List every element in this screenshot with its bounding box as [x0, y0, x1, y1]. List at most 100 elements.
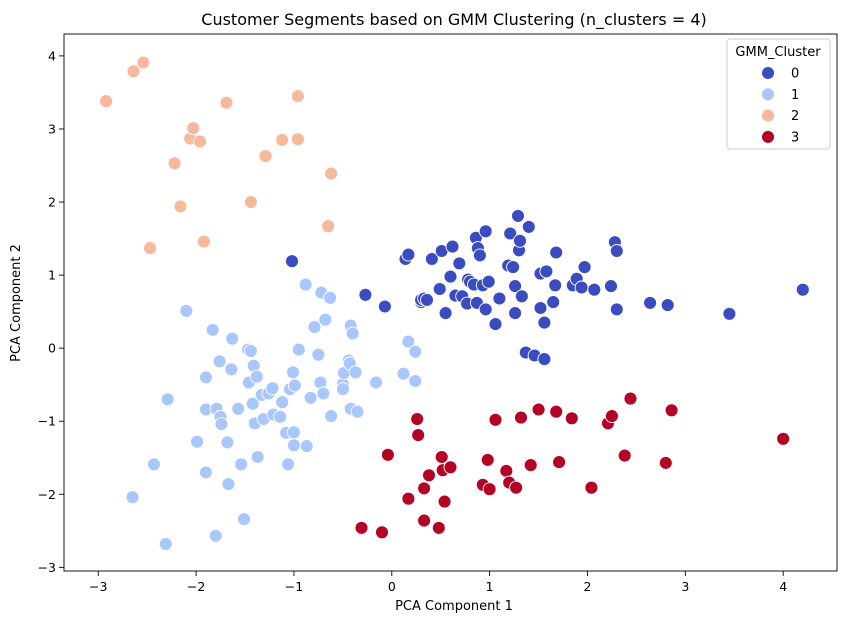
data-point-cluster-0: [401, 247, 416, 262]
data-point-cluster-1: [237, 512, 251, 527]
data-point-cluster-3: [375, 525, 389, 540]
data-point-cluster-0: [432, 282, 447, 296]
data-point-cluster-3: [552, 455, 567, 470]
legend: GMM_Cluster 0 1 2 3: [726, 38, 831, 150]
data-point-cluster-1: [396, 366, 411, 381]
legend-label: 1: [791, 88, 799, 103]
data-point-cluster-2: [275, 132, 290, 147]
data-point-cluster-2: [321, 219, 336, 234]
data-point-cluster-0: [609, 302, 624, 317]
chart-title: Customer Segments based on GMM Clusterin…: [201, 10, 706, 30]
y-tick-label: −1: [38, 414, 56, 429]
data-point-cluster-3: [401, 491, 416, 506]
legend-label: 2: [791, 109, 799, 124]
legend-box: [726, 38, 831, 150]
data-point-cluster-0: [643, 295, 658, 310]
data-point-cluster-3: [658, 455, 673, 470]
data-point-cluster-1: [287, 378, 302, 393]
data-point-cluster-3: [514, 410, 528, 425]
data-point-cluster-1: [345, 326, 360, 341]
data-point-cluster-2: [186, 121, 201, 136]
data-point-cluster-1: [208, 528, 223, 543]
data-point-cluster-3: [499, 463, 514, 478]
data-point-cluster-2: [219, 95, 234, 110]
x-tick-label: −1: [285, 579, 303, 594]
data-point-cluster-2: [196, 234, 211, 249]
data-point-cluster-0: [506, 260, 521, 275]
data-point-cluster-1: [224, 362, 239, 377]
data-point-cluster-0: [420, 292, 434, 307]
data-point-cluster-0: [508, 279, 523, 294]
data-point-cluster-3: [417, 513, 432, 528]
data-point-cluster-3: [417, 481, 432, 496]
data-point-cluster-1: [299, 439, 314, 454]
data-point-cluster-3: [549, 404, 564, 419]
y-axis-label: PCA Component 2: [9, 244, 24, 362]
data-point-cluster-3: [623, 391, 638, 406]
data-point-cluster-0: [577, 260, 592, 275]
data-point-cluster-1: [243, 344, 258, 359]
data-point-cluster-1: [311, 347, 326, 362]
data-point-cluster-1: [401, 334, 416, 349]
data-point-cluster-1: [214, 417, 229, 432]
data-point-cluster-3: [776, 431, 791, 446]
data-point-cluster-2: [167, 156, 182, 171]
data-point-cluster-0: [537, 352, 552, 367]
data-point-cluster-0: [503, 226, 518, 241]
data-point-cluster-0: [508, 306, 523, 321]
data-point-cluster-2: [173, 199, 188, 214]
y-tick-label: 4: [48, 48, 56, 63]
data-point-cluster-0: [604, 279, 618, 294]
x-tick-label: −3: [89, 579, 107, 594]
data-point-cluster-1: [250, 450, 265, 464]
legend-marker: [761, 66, 775, 80]
data-point-cluster-1: [125, 490, 140, 505]
data-point-cluster-3: [411, 428, 426, 443]
data-point-cluster-0: [358, 287, 373, 302]
data-point-cluster-1: [318, 312, 333, 327]
x-tick-label: 2: [584, 579, 592, 594]
data-point-cluster-0: [443, 269, 458, 284]
data-point-cluster-0: [438, 306, 453, 321]
data-point-cluster-0: [285, 254, 299, 269]
data-point-cluster-1: [286, 365, 300, 380]
data-point-cluster-1: [190, 434, 205, 449]
legend-label: 0: [791, 67, 799, 82]
data-point-cluster-1: [225, 331, 240, 346]
data-point-cluster-0: [546, 295, 561, 310]
data-point-cluster-0: [533, 301, 548, 315]
data-point-cluster-0: [478, 224, 493, 239]
data-point-cluster-3: [422, 468, 436, 483]
data-point-cluster-1: [291, 342, 306, 357]
data-point-cluster-1: [160, 392, 175, 407]
data-point-cluster-3: [584, 480, 599, 495]
data-point-cluster-1: [221, 477, 236, 492]
data-point-cluster-1: [234, 457, 249, 472]
legend-marker: [761, 108, 775, 123]
data-point-cluster-2: [193, 134, 207, 149]
y-tick-label: 3: [48, 121, 56, 136]
data-point-cluster-3: [410, 412, 425, 426]
data-point-cluster-0: [549, 245, 564, 260]
data-point-cluster-1: [275, 395, 290, 410]
data-point-cluster-1: [231, 401, 246, 416]
data-point-cluster-0: [548, 278, 563, 293]
data-point-cluster-0: [514, 289, 529, 304]
data-point-cluster-2: [243, 195, 258, 209]
data-point-cluster-2: [126, 64, 141, 79]
data-point-cluster-0: [511, 208, 525, 223]
x-tick-label: 3: [681, 579, 689, 594]
legend-title: GMM_Cluster: [735, 45, 821, 60]
data-point-cluster-3: [482, 482, 497, 497]
data-point-cluster-1: [198, 465, 213, 480]
x-tick-label: 0: [388, 579, 396, 594]
data-point-cluster-0: [492, 291, 507, 306]
data-point-cluster-3: [523, 458, 538, 473]
data-point-cluster-0: [722, 306, 737, 321]
data-point-cluster-1: [335, 382, 350, 397]
data-point-cluster-3: [380, 447, 395, 462]
data-point-cluster-3: [434, 450, 449, 464]
data-point-cluster-0: [795, 282, 810, 297]
data-point-cluster-0: [609, 244, 624, 258]
